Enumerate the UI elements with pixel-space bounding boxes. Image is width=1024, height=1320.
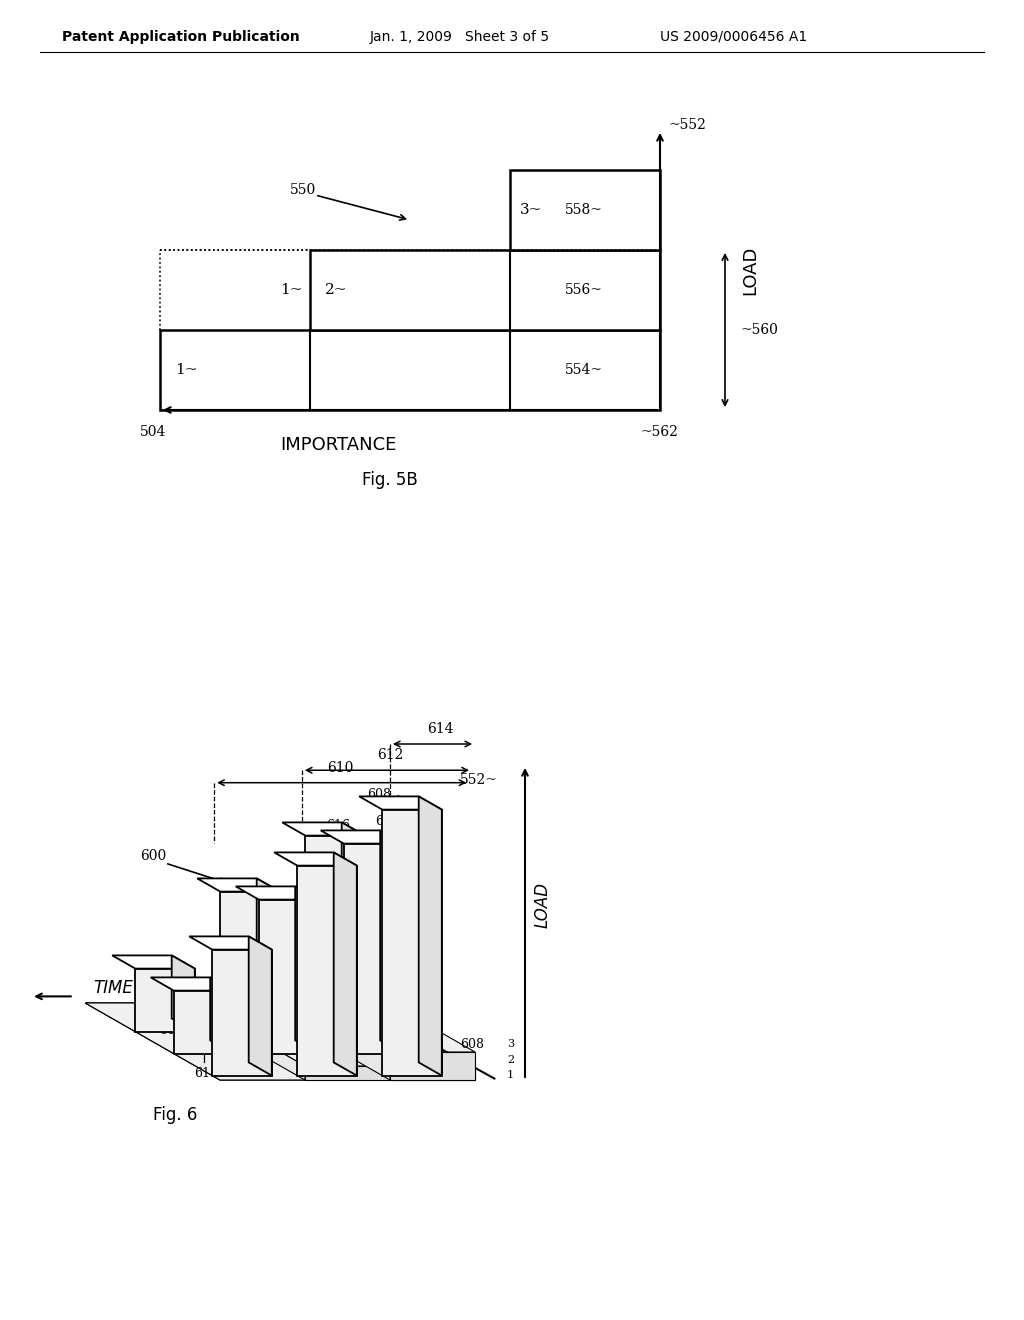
Polygon shape (172, 956, 195, 1032)
Polygon shape (174, 990, 233, 1053)
Text: ~552: ~552 (668, 117, 706, 132)
Polygon shape (382, 809, 441, 1076)
Text: 602: 602 (344, 1006, 371, 1020)
Text: Fig. 6: Fig. 6 (153, 1106, 198, 1125)
Polygon shape (259, 900, 318, 1053)
Text: ~504: ~504 (316, 997, 354, 1010)
Polygon shape (255, 975, 390, 1080)
Text: 612: 612 (377, 748, 403, 762)
Polygon shape (334, 853, 356, 1076)
Text: 618: 618 (195, 1067, 218, 1080)
Text: 614: 614 (427, 722, 454, 737)
Text: 552~: 552~ (460, 774, 498, 787)
Polygon shape (295, 887, 318, 1053)
Bar (310, 249, 660, 330)
Polygon shape (85, 1003, 475, 1080)
Text: 608: 608 (159, 1024, 183, 1038)
Text: 608: 608 (367, 788, 391, 801)
Text: IMPORTANCE: IMPORTANCE (280, 436, 396, 454)
Text: 556~: 556~ (565, 282, 603, 297)
Text: 3: 3 (365, 941, 374, 956)
Text: 610: 610 (327, 760, 353, 775)
Text: LOAD: LOAD (534, 882, 552, 928)
Text: 558~: 558~ (565, 203, 603, 216)
Text: 608: 608 (460, 1039, 484, 1052)
Text: 608: 608 (376, 814, 399, 828)
Polygon shape (257, 878, 280, 1032)
Polygon shape (236, 887, 318, 900)
Text: 554~: 554~ (565, 363, 603, 378)
Polygon shape (321, 830, 403, 843)
Polygon shape (113, 956, 195, 969)
Polygon shape (380, 830, 403, 1053)
Text: 3: 3 (318, 964, 327, 977)
Polygon shape (297, 866, 356, 1076)
Polygon shape (198, 878, 280, 891)
Text: TIME: TIME (93, 978, 133, 997)
Polygon shape (170, 989, 305, 1080)
Text: ~560: ~560 (740, 323, 778, 337)
Text: 616: 616 (326, 820, 350, 832)
Polygon shape (189, 936, 271, 949)
Text: 3~: 3~ (520, 203, 543, 216)
Bar (160, 330, 660, 411)
Polygon shape (249, 936, 271, 1076)
Polygon shape (305, 836, 365, 1032)
Polygon shape (283, 822, 365, 836)
Polygon shape (220, 891, 280, 1032)
Polygon shape (255, 975, 475, 1052)
Polygon shape (170, 989, 475, 1067)
Polygon shape (305, 1067, 475, 1080)
Polygon shape (210, 977, 233, 1053)
Bar (510, 170, 660, 249)
Text: 1: 1 (507, 1071, 514, 1080)
Polygon shape (274, 853, 356, 866)
Text: 2: 2 (233, 1006, 242, 1019)
Text: US 2009/0006456 A1: US 2009/0006456 A1 (660, 30, 807, 44)
Text: 1: 1 (157, 993, 165, 1007)
Text: Fig. 5B: Fig. 5B (362, 471, 418, 488)
Polygon shape (390, 1052, 475, 1080)
Polygon shape (85, 1003, 475, 1080)
Text: 3: 3 (507, 1039, 514, 1049)
Text: 504: 504 (140, 425, 166, 440)
Text: 2: 2 (242, 954, 250, 969)
Text: Patent Application Publication: Patent Application Publication (62, 30, 300, 44)
Text: IMPORTANCE: IMPORTANCE (240, 970, 338, 1022)
Polygon shape (344, 843, 403, 1053)
Text: 2: 2 (280, 969, 289, 983)
Polygon shape (419, 796, 441, 1076)
Polygon shape (342, 822, 365, 1032)
Text: 600: 600 (140, 849, 166, 863)
Text: 3: 3 (403, 936, 412, 949)
Text: 2: 2 (507, 1055, 514, 1065)
Text: 1: 1 (195, 1015, 204, 1028)
Polygon shape (359, 796, 441, 809)
Text: ~562: ~562 (640, 425, 678, 440)
Text: 2~: 2~ (325, 282, 347, 297)
Text: 1~: 1~ (280, 282, 302, 297)
Text: 3: 3 (327, 927, 335, 940)
Polygon shape (212, 949, 271, 1076)
Text: 550: 550 (290, 183, 316, 197)
Polygon shape (135, 969, 195, 1032)
Text: Jan. 1, 2009   Sheet 3 of 5: Jan. 1, 2009 Sheet 3 of 5 (370, 30, 550, 44)
Text: 1~: 1~ (175, 363, 198, 378)
Polygon shape (151, 977, 233, 990)
Text: LOAD: LOAD (741, 246, 759, 294)
